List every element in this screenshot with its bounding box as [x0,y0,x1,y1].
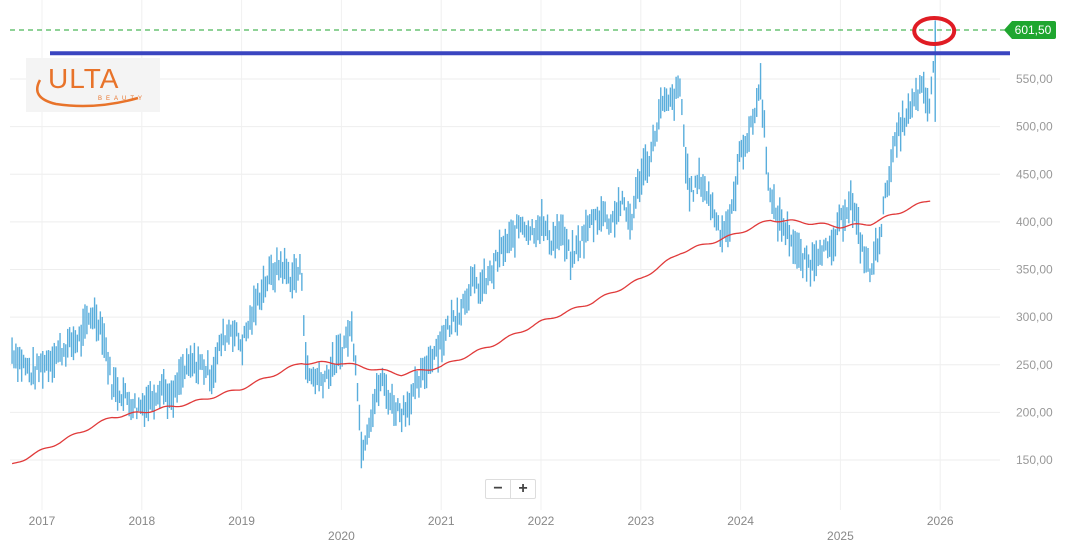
y-tick-label: 200,00 [1016,405,1053,419]
moving-average-line [11,200,931,465]
x-tick-label: 2023 [627,514,654,528]
x-tick-label: 2026 [927,514,954,528]
zoom-controls: − + [485,479,536,499]
y-tick-label: 500,00 [1016,120,1053,134]
y-tick-label: 150,00 [1016,453,1053,467]
y-tick-label: 550,00 [1016,72,1053,86]
x-tick-label: 2017 [29,514,56,528]
last-price-label: 601,50 [1015,23,1052,37]
last-price-badge: 601,50 [1004,20,1056,39]
x-tick-label: 2024 [727,514,754,528]
y-tick-label: 450,00 [1016,167,1053,181]
svg-text:ULTA: ULTA [48,63,119,94]
price-bars [11,20,936,469]
x-tick-label: 2020 [328,529,355,543]
y-tick-label: 250,00 [1016,358,1053,372]
x-tick-label: 2022 [528,514,555,528]
x-tick-label: 2019 [228,514,255,528]
annotation-circle [912,15,957,46]
y-tick-label: 400,00 [1016,215,1053,229]
logo-image: ULTA BEAUTY [36,63,146,108]
x-tick-label: 2018 [128,514,155,528]
zoom-in-button[interactable]: + [510,480,535,498]
x-tick-label: 2025 [827,529,854,543]
y-tick-label: 300,00 [1016,310,1053,324]
svg-text:BEAUTY: BEAUTY [98,96,146,102]
ulta-beauty-logo: ULTA BEAUTY [26,58,160,112]
x-tick-label: 2021 [428,514,455,528]
y-tick-label: 350,00 [1016,263,1053,277]
zoom-out-button[interactable]: − [493,480,503,497]
